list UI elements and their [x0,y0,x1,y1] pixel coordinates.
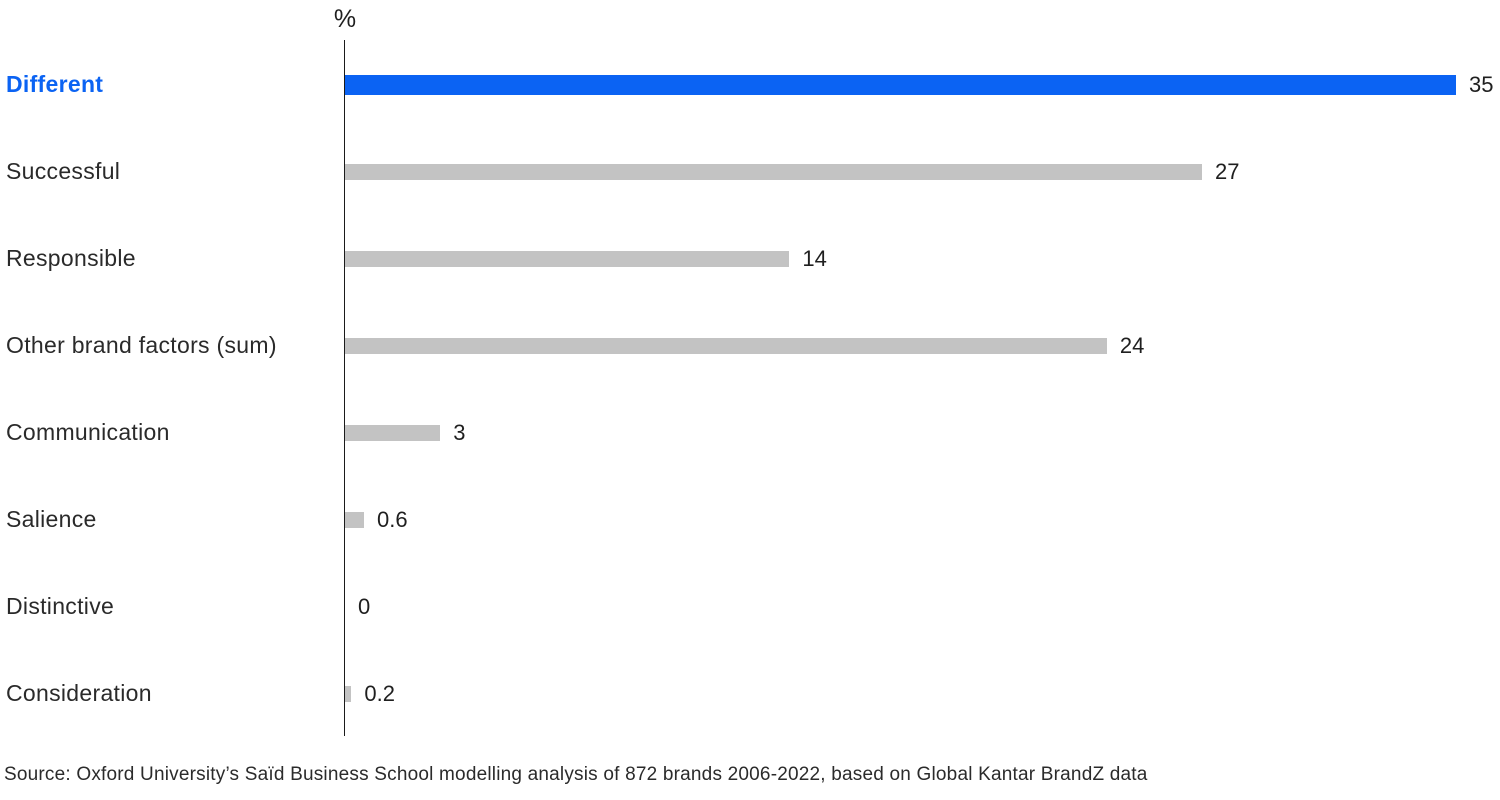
bar [345,337,1107,354]
bar-track: 14 [345,246,1500,272]
bar-track: 0 [345,594,1500,620]
value-label: 3 [453,419,466,445]
category-label: Distinctive [6,593,115,619]
category-label: Salience [6,506,97,532]
bar-track: 0.6 [345,507,1500,533]
value-label: 24 [1119,332,1145,358]
chart-row: Distinctive 0 [0,563,1500,650]
bar-track: 24 [345,333,1500,359]
value-label: 0.6 [377,506,408,532]
category-label: Successful [6,158,121,184]
bar [345,424,441,441]
category-label: Communication [6,419,170,445]
axis-unit-label: % [333,5,357,33]
value-label: 0.2 [364,680,395,706]
bar [345,511,365,528]
category-label: Responsible [6,245,136,271]
value-label: 27 [1215,158,1240,184]
bar [345,74,1456,95]
chart-row: Salience 0.6 [0,476,1500,563]
chart-row: Successful 27 [0,128,1500,215]
category-label: Other brand factors (sum) [6,332,277,358]
value-label: 14 [802,245,827,271]
bar [345,163,1203,180]
bar [345,250,790,267]
category-label: Different [6,71,104,97]
chart-row: Other brand factors (sum) 24 [0,302,1500,389]
bar-track: 3 [345,420,1500,446]
bar-track: 27 [345,159,1500,185]
bar-track: 35 [345,72,1500,98]
bar-track: 0.2 [345,681,1500,707]
value-label: 35 [1469,71,1494,97]
y-axis-line [344,40,345,736]
chart-row: Responsible 14 [0,215,1500,302]
bar [345,685,352,702]
chart-row: Communication 3 [0,389,1500,476]
value-label: 0 [358,593,371,619]
category-label: Consideration [6,680,152,706]
chart-row: Different 35 [0,41,1500,128]
chart-rows: Different 35 Successful 27 Responsible 14 Othe… [0,41,1500,737]
source-note: Source: Oxford University’s Saïd Busines… [4,764,1148,785]
chart-row: Consideration 0.2 [0,650,1500,737]
